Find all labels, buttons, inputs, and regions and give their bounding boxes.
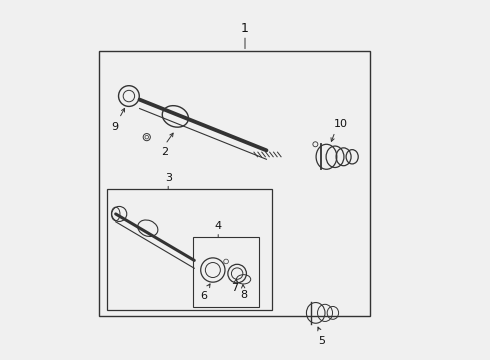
Text: 5: 5 bbox=[318, 336, 325, 346]
Text: 3: 3 bbox=[165, 173, 172, 183]
Text: 6: 6 bbox=[200, 292, 207, 301]
Text: 9: 9 bbox=[111, 122, 118, 132]
Text: 8: 8 bbox=[240, 290, 247, 300]
Text: 4: 4 bbox=[215, 221, 222, 231]
Bar bbox=[98, 51, 370, 316]
Bar bbox=[193, 237, 259, 307]
Text: 1: 1 bbox=[241, 22, 249, 35]
Bar bbox=[107, 189, 272, 310]
Text: 10: 10 bbox=[334, 119, 348, 129]
Text: 2: 2 bbox=[161, 147, 168, 157]
Text: 7: 7 bbox=[231, 283, 239, 293]
